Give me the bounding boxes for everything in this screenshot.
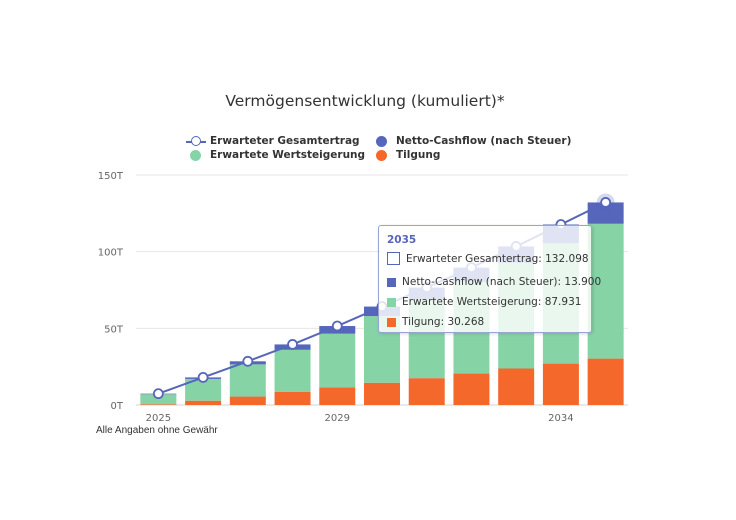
bar-erwartete-wertsteigerung — [229, 364, 266, 397]
hollow-square-icon — [387, 252, 400, 265]
bar-erwartete-wertsteigerung — [140, 394, 177, 405]
legend-label: Erwarteter Gesamtertrag — [210, 135, 360, 147]
chart-title: Vermögensentwicklung (kumuliert)* — [225, 92, 505, 110]
legend-item-wertsteigerung[interactable]: Erwartete Wertsteigerung — [186, 149, 365, 161]
bar-tilgung — [140, 404, 177, 405]
line-point — [197, 371, 209, 383]
legend-dot-icon — [372, 135, 392, 147]
bar-tilgung — [364, 382, 400, 405]
legend-item-netto-cashflow[interactable]: Netto-Cashflow (nach Steuer) — [372, 135, 571, 147]
tooltip-row-wertsteigerung: Erwartete Wertsteigerung: 87.931 — [387, 296, 581, 308]
legend-label: Erwartete Wertsteigerung — [210, 149, 366, 161]
line-point — [600, 197, 612, 208]
x-tick-label: 2034 — [548, 413, 573, 424]
legend-label: Tilgung — [396, 149, 441, 161]
y-tick-label: 150T — [98, 171, 124, 182]
bar-erwartete-wertsteigerung — [587, 223, 624, 359]
tooltip: 2035 Erwarteter Gesamtertrag: 132.098 Ne… — [378, 225, 601, 333]
line-point — [331, 320, 343, 332]
y-tick-label: 0T — [111, 401, 124, 412]
bar-tilgung — [542, 363, 579, 405]
tooltip-row-tilgung: Tilgung: 30.268 — [387, 316, 484, 328]
tooltip-row-text: Erwarteter Gesamtertrag: 132.098 — [406, 252, 589, 265]
bar-tilgung — [587, 358, 624, 405]
bar-tilgung — [319, 387, 356, 405]
square-icon — [387, 277, 396, 287]
square-icon — [387, 317, 396, 327]
bar-tilgung — [185, 400, 222, 405]
y-tick-label: 100T — [98, 248, 124, 259]
legend-item-gesamtertrag[interactable]: Erwarteter Gesamtertrag — [186, 135, 360, 147]
bar-tilgung — [498, 368, 535, 405]
bar-tilgung — [229, 396, 266, 405]
bar-erwartete-wertsteigerung — [319, 333, 356, 388]
legend-dot-icon — [372, 149, 392, 161]
tooltip-row-gesamtertrag: Erwarteter Gesamtertrag: 132.098 — [387, 252, 589, 265]
x-tick-label: 2029 — [325, 413, 350, 424]
line-point — [287, 339, 298, 350]
line-point — [152, 388, 164, 400]
tooltip-row-text: Tilgung: 30.268 — [402, 316, 485, 328]
legend-item-tilgung[interactable]: Tilgung — [372, 149, 440, 161]
tooltip-header: 2035 — [387, 234, 417, 246]
bar-erwartete-wertsteigerung — [185, 378, 222, 401]
square-icon — [387, 297, 396, 307]
y-tick-label: 50T — [104, 324, 124, 335]
bar-tilgung — [274, 391, 311, 405]
tooltip-row-text: Netto-Cashflow (nach Steuer): 13.900 — [402, 276, 602, 288]
tooltip-row-text: Erwartete Wertsteigerung: 87.931 — [402, 296, 582, 308]
legend-dot-icon — [186, 149, 206, 161]
tooltip-row-netto-cashflow: Netto-Cashflow (nach Steuer): 13.900 — [387, 276, 601, 288]
x-tick-label: 2025 — [146, 413, 171, 424]
disclaimer-text: Alle Angaben ohne Gewähr — [96, 425, 218, 436]
line-point — [242, 355, 254, 367]
legend-label: Netto-Cashflow (nach Steuer) — [396, 135, 572, 147]
bar-tilgung — [453, 373, 490, 405]
legend-line-dot-icon — [186, 135, 206, 147]
bar-tilgung — [408, 378, 445, 405]
bar-erwartete-wertsteigerung — [274, 349, 311, 392]
